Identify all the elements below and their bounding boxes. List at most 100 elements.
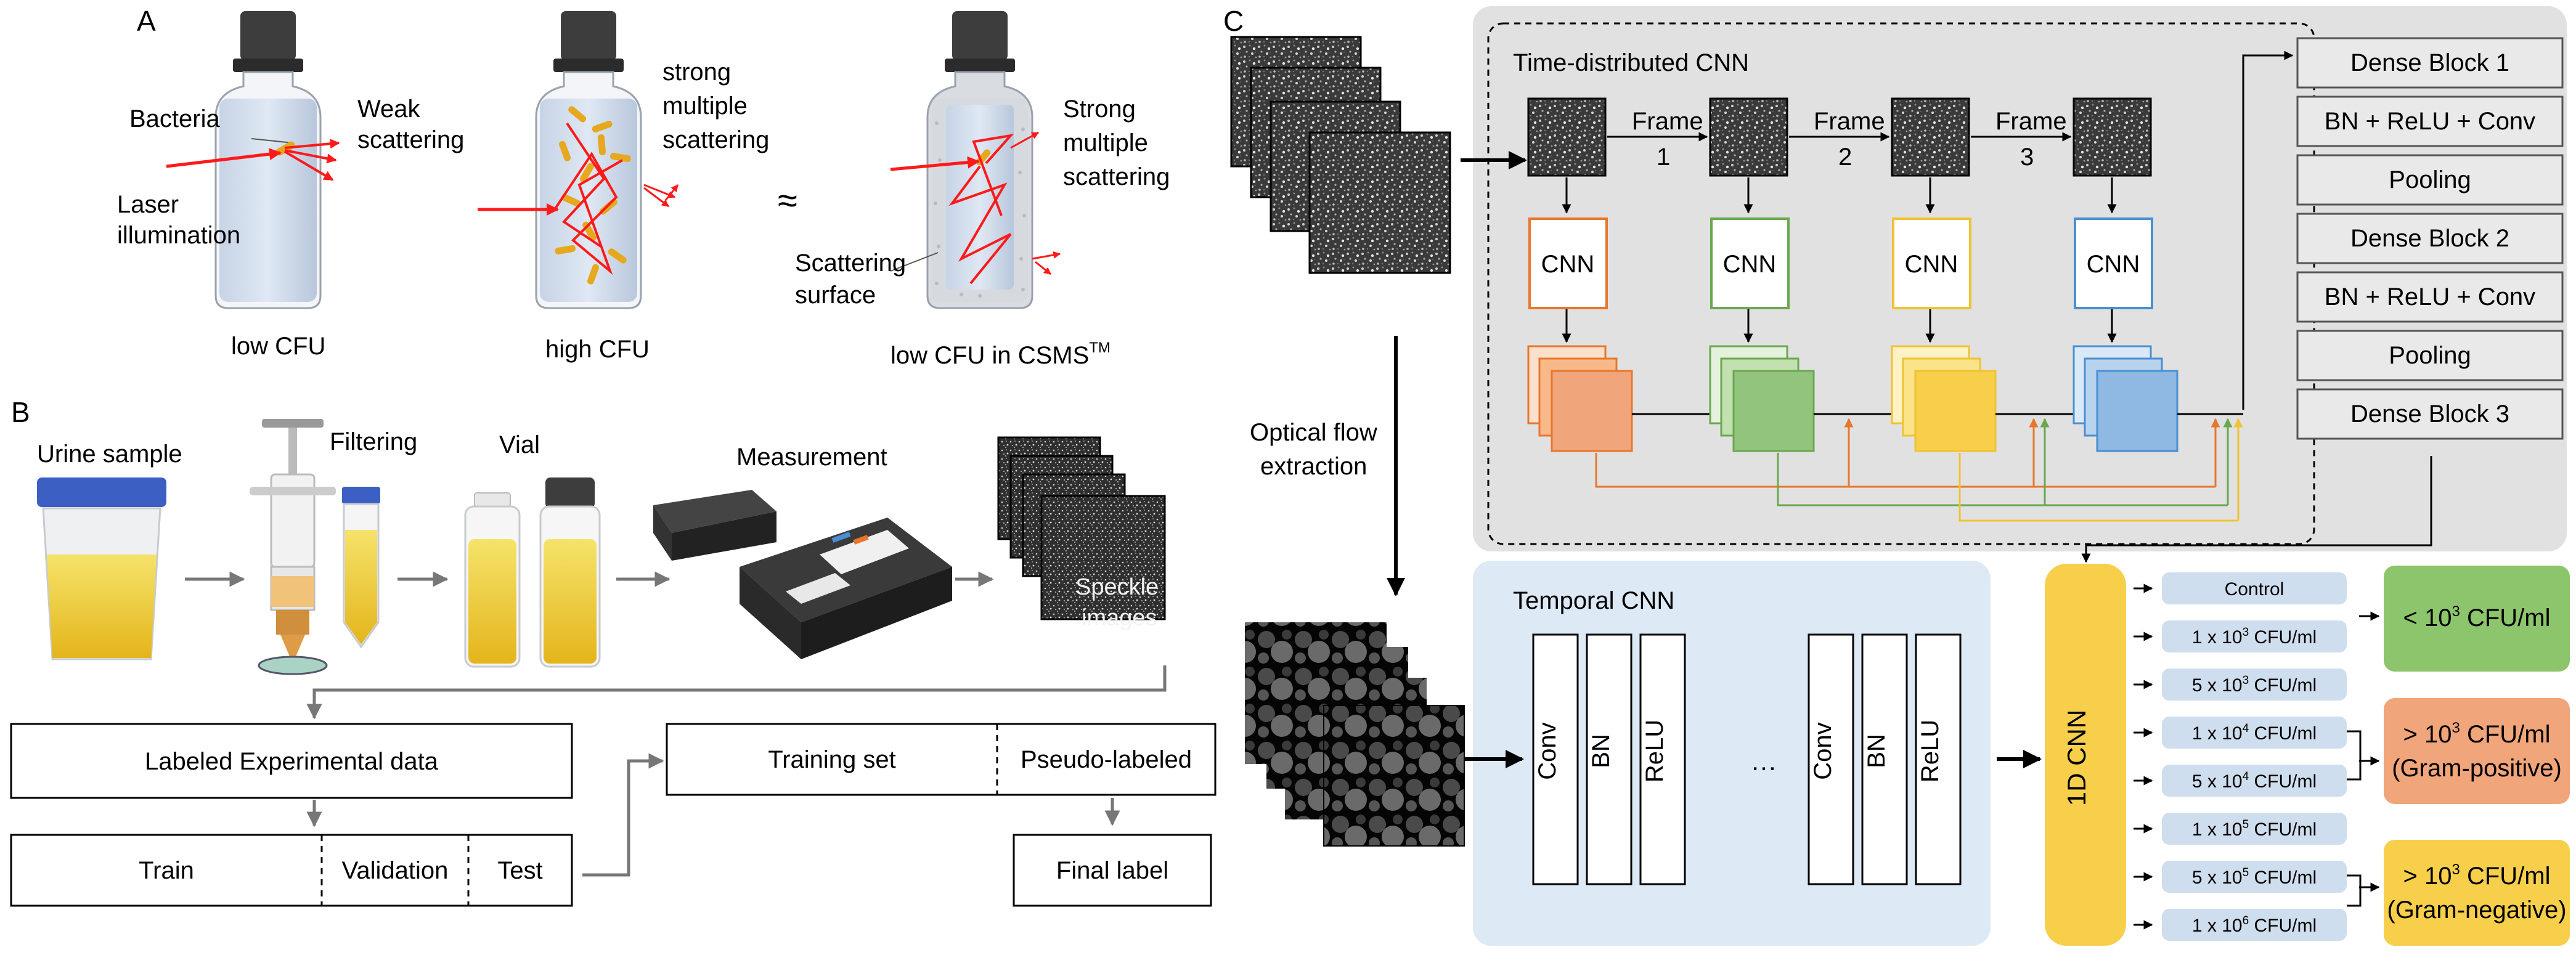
test-label: Test — [497, 857, 542, 884]
class-pill-8 — [2162, 909, 2347, 941]
feature-map-2-c — [1732, 370, 1815, 452]
class-label-5: 5 x 104 CFU/ml — [2192, 770, 2317, 792]
frame-thumbnail-3 — [1891, 97, 1970, 177]
measurement-device-image — [653, 490, 952, 659]
output-line1-3: > 103 CFU/ml — [2403, 861, 2551, 890]
panel-c: C Time-distributed CNN Optical flow extr… — [1223, 5, 2570, 946]
temporal-layer-label-2-2: BN — [1863, 734, 1890, 768]
optical-flow-stack — [1245, 622, 1465, 847]
frames-layer: CNN Frame 1 CNN Frame 2 CNN Frame 3 CNN — [1527, 97, 2243, 522]
data-split-box — [10, 834, 573, 907]
class-pill-5 — [2162, 765, 2347, 797]
train-label: Train — [139, 857, 194, 884]
dense-block-stack: Dense Block 1 BN + ReLU + Conv Pooling Dens… — [2296, 37, 2564, 440]
dense-stack-label-6: Pooling — [2389, 342, 2471, 369]
skip-connection-3 — [1958, 453, 2238, 522]
output-groups: < 103 CFU/ml > 103 CFU/ml (Gram-positive) >… — [2347, 566, 2570, 946]
one-d-cnn-label: 1D CNN — [2062, 710, 2091, 806]
class-label-3: 5 x 103 CFU/ml — [2192, 674, 2317, 696]
class-pill-7 — [2162, 861, 2347, 893]
cnn-box-2 — [1710, 217, 1790, 309]
output-box-1 — [2384, 566, 2570, 672]
frame-word-1: Frame — [1632, 108, 1703, 135]
class-label-8: 1 x 106 CFU/ml — [2192, 914, 2317, 936]
optical-flow-line2: extraction — [1260, 453, 1367, 480]
speckle-images-stack-b — [997, 436, 1166, 620]
frame-number-2: 2 — [1838, 144, 1852, 171]
class-pill-1 — [2162, 572, 2347, 604]
skip-connection-1 — [1595, 453, 2215, 488]
dense-stack-label-2: BN + ReLU + Conv — [2325, 108, 2535, 135]
output-box-3 — [2384, 840, 2570, 946]
urine-sample-label: Urine sample — [37, 441, 182, 468]
cnn-box-4 — [2074, 217, 2153, 309]
training-set-box — [666, 723, 1217, 796]
output-line1-1: < 103 CFU/ml — [2403, 603, 2551, 632]
labeled-data-label: Labeled Experimental data — [145, 748, 439, 775]
dense-stack-label-3: Pooling — [2389, 166, 2471, 193]
final-label-text: Final label — [1056, 857, 1168, 884]
dense-stack-item-1 — [2296, 37, 2564, 89]
dense-stack-label-7: Dense Block 3 — [2350, 400, 2509, 428]
output-box-2 — [2384, 698, 2570, 804]
frame-thumbnail-2 — [1709, 97, 1788, 177]
frame-number-1: 1 — [1657, 144, 1670, 171]
time-distributed-boundary — [1487, 22, 2315, 545]
temporal-layer-label-1-1: Conv — [1534, 722, 1561, 779]
sample-vials-image — [464, 478, 601, 668]
class-pill-6 — [2162, 813, 2347, 845]
low-cfu-csms-label: low CFU in CSMSTM — [891, 339, 1111, 369]
temporal-layer-label-1-3: ReLU — [1641, 720, 1668, 782]
vial-label: Vial — [499, 431, 540, 458]
strong-scattering-b-line2: multiple — [1063, 129, 1148, 156]
dense-stack-label-1: Dense Block 1 — [2350, 49, 2509, 76]
one-d-cnn-block — [2045, 564, 2126, 946]
strong-scattering-b-line1: Strong — [1063, 96, 1136, 123]
validation-label: Validation — [342, 857, 449, 884]
low-cfu-label: low CFU — [231, 333, 325, 360]
class-label-2: 1 x 103 CFU/ml — [2192, 626, 2317, 648]
cnn-box-label-2: CNN — [1723, 251, 1777, 278]
output-line2-3: (Gram-negative) — [2387, 896, 2566, 924]
dense-stack-item-5 — [2296, 271, 2564, 323]
panel-a: A Bacteria Weak scattering Laser illumin… — [117, 5, 1170, 369]
dense-stack-item-6 — [2296, 330, 2564, 381]
dense-stack-item-4 — [2296, 213, 2564, 264]
class-label-1: Control — [2225, 579, 2285, 599]
temporal-layer-1-3 — [1639, 633, 1686, 885]
frame-number-3: 3 — [2020, 144, 2034, 171]
temporal-ellipsis: … — [1750, 746, 1777, 776]
temporal-layer-label-2-1: Conv — [1809, 722, 1836, 779]
frame-word-3: Frame — [1995, 108, 2067, 135]
temporal-layer-2-1 — [1808, 633, 1854, 885]
panel-c-label: C — [1223, 5, 1244, 37]
strong-scattering-a-line3: scattering — [662, 126, 769, 153]
pseudo-labeled-label: Pseudo-labeled — [1021, 746, 1192, 773]
speckle-images-stack-c — [1230, 36, 1451, 274]
high-cfu-label: high CFU — [545, 336, 650, 363]
syringe-filter-image — [250, 419, 380, 675]
vial-csms — [890, 11, 1061, 309]
class-label-4: 1 x 104 CFU/ml — [2192, 722, 2317, 744]
strong-scattering-b-line3: scattering — [1063, 163, 1170, 190]
panel-b: B Urine sample Filtering Vial Measuremen… — [10, 396, 1217, 907]
time-distributed-title: Time-distributed CNN — [1513, 49, 1749, 76]
temporal-layer-label-1-2: BN — [1588, 734, 1615, 768]
scattering-surface-line1: Scattering — [795, 250, 906, 277]
bacteria-label: Bacteria — [129, 105, 220, 132]
cnn-box-label-3: CNN — [1905, 251, 1958, 278]
class-label-6: 1 x 105 CFU/ml — [2192, 818, 2317, 840]
speckle-images-line2: images — [1082, 605, 1157, 631]
skip-connection-2 — [1777, 453, 2228, 506]
temporal-layer-1-1 — [1532, 633, 1579, 885]
scattering-surface-line2: surface — [795, 282, 876, 309]
filtering-label: Filtering — [330, 428, 417, 455]
optical-flow-line1: Optical flow — [1250, 419, 1377, 446]
cnn-box-label-4: CNN — [2087, 251, 2140, 278]
temporal-cnn-title: Temporal CNN — [1513, 587, 1674, 614]
frame-word-2: Frame — [1814, 108, 1885, 135]
frame-thumbnail-1 — [1527, 97, 1607, 177]
weak-scattering-line1: Weak — [357, 96, 421, 123]
labeled-data-box — [10, 723, 573, 799]
cnn-box-1 — [1528, 217, 1608, 309]
